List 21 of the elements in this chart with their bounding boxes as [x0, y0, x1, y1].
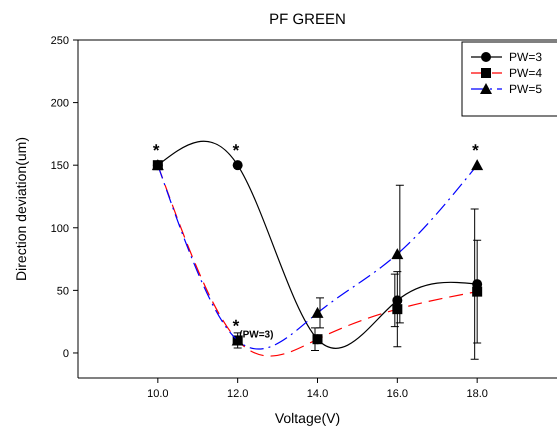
- x-tick-label: 14.0: [306, 388, 328, 400]
- x-axis-title: Voltage(V): [274, 410, 340, 426]
- y-tick-label: 0: [62, 348, 69, 360]
- y-tick-label: 100: [50, 222, 69, 235]
- y-tick-label: 200: [50, 98, 69, 110]
- annotation: *: [232, 141, 240, 160]
- legend-label: PW=3: [509, 50, 542, 64]
- annotation: *: [472, 141, 480, 160]
- x-tick-label: 16.0: [386, 388, 408, 400]
- annotation: *: [152, 141, 160, 160]
- y-tick-label: 250: [50, 35, 69, 47]
- legend-label: PW=5: [509, 82, 542, 96]
- x-tick-label: 18.0: [466, 388, 488, 400]
- legend-label: PW=4: [509, 66, 542, 80]
- y-tick-label: 50: [56, 285, 69, 298]
- x-tick-label: 10.0: [147, 388, 169, 400]
- x-tick-label: 12.0: [226, 388, 248, 400]
- y-axis-title: Direction deviation(um): [13, 137, 29, 281]
- point: [232, 160, 243, 170]
- chart-title: PF GREEN: [269, 11, 346, 28]
- y-tick-label: 150: [50, 160, 69, 172]
